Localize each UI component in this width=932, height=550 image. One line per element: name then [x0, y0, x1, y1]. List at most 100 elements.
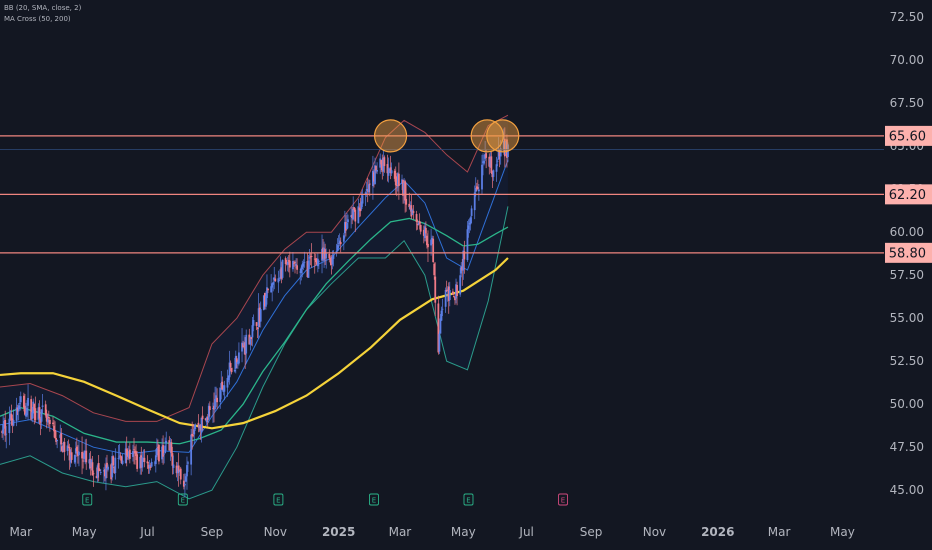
candle-body [351, 214, 354, 219]
candle-body [230, 367, 233, 373]
candle-body [303, 262, 306, 264]
candle-body [286, 261, 289, 265]
candle-body [496, 160, 499, 162]
candle-body [223, 385, 226, 392]
candle-body [128, 449, 131, 459]
candle-body [280, 267, 283, 279]
level-label-bg-0 [885, 125, 932, 146]
candle-body [482, 161, 484, 163]
candle-body [147, 464, 150, 469]
candle-body [358, 207, 361, 211]
candle-body [278, 279, 281, 281]
candle-body [184, 483, 186, 486]
candle-body [396, 173, 399, 185]
candle-body [164, 445, 167, 454]
candle-body [238, 352, 240, 364]
earnings-marker-label: E [466, 496, 470, 504]
candle-body [476, 187, 479, 190]
candle-body [403, 182, 405, 194]
candle-body [491, 171, 494, 178]
candle-body [26, 407, 28, 416]
candle-body [24, 405, 26, 415]
candle-body [163, 453, 166, 455]
candle-body [63, 441, 66, 452]
candle-body [154, 455, 157, 465]
candle-body [198, 424, 201, 428]
candles [1, 127, 509, 497]
candle-body [206, 416, 209, 420]
candle-body [388, 168, 391, 170]
legend-ma-cross[interactable]: MA Cross (50, 200) [4, 15, 71, 23]
candle-body [220, 383, 223, 388]
candle-body [293, 262, 295, 264]
candle-body [208, 406, 211, 411]
candle-body [417, 222, 420, 225]
moving-averages [0, 217, 509, 445]
candle-body [143, 457, 146, 462]
candle-body [92, 473, 95, 475]
candle-body [346, 223, 348, 230]
candle-body [404, 181, 407, 201]
y-tick-label: 67.50 [890, 96, 924, 110]
candle-body [158, 445, 160, 462]
candle-body [416, 223, 419, 226]
candle-body [200, 417, 203, 433]
candle-body [484, 154, 487, 159]
earnings-marker-label: E [561, 496, 565, 504]
candle-body [125, 449, 128, 456]
candle-body [323, 247, 325, 261]
candle-body [47, 416, 50, 419]
candle-body [22, 395, 25, 408]
candle-body [244, 342, 247, 355]
candle-body [2, 424, 5, 434]
candle-body [146, 461, 149, 464]
candle-body [114, 457, 117, 474]
candle-body [353, 207, 356, 211]
candle-body [249, 337, 252, 345]
x-tick-label: Nov [264, 525, 287, 539]
candle-body [285, 262, 288, 265]
candle-body [387, 167, 390, 176]
candle-body [168, 440, 171, 451]
x-tick-label: Mar [768, 525, 791, 539]
candle-body [492, 170, 495, 177]
candle-body [52, 422, 54, 425]
candle-body [124, 448, 127, 464]
candle-body [379, 158, 382, 168]
horizontal-levels [0, 135, 884, 254]
candle-body [277, 278, 280, 283]
level-label-2: 58.80 [889, 246, 926, 261]
candle-body [235, 358, 238, 363]
candle-body [216, 397, 219, 403]
x-tick-label: Nov [643, 525, 666, 539]
candle-body [27, 397, 29, 406]
candle-body [85, 450, 88, 463]
candle-body [321, 248, 323, 261]
candle-body [221, 381, 224, 390]
candle-body [315, 261, 318, 265]
candle-body [37, 407, 40, 420]
candle-body [12, 420, 15, 426]
candle-body [337, 243, 340, 244]
candle-body [306, 261, 309, 278]
candle-body [113, 466, 116, 473]
y-tick-label: 55.00 [890, 311, 924, 325]
candle-body [228, 362, 231, 378]
candle-body [434, 276, 437, 303]
candle-body [45, 413, 48, 422]
legend-bb[interactable]: BB (20, SMA, close, 2) [4, 4, 82, 12]
candle-body [468, 222, 471, 225]
y-tick-label: 45.00 [890, 483, 924, 497]
candle-body [273, 277, 276, 280]
indicator-legend: BB (20, SMA, close, 2) MA Cross (50, 200… [4, 3, 81, 25]
candle-body [459, 275, 462, 295]
candle-body [226, 377, 229, 388]
candle-body [477, 189, 480, 192]
candle-body [432, 238, 435, 263]
candle-body [412, 211, 415, 213]
candle-body [316, 258, 319, 267]
candle-body [46, 419, 49, 423]
